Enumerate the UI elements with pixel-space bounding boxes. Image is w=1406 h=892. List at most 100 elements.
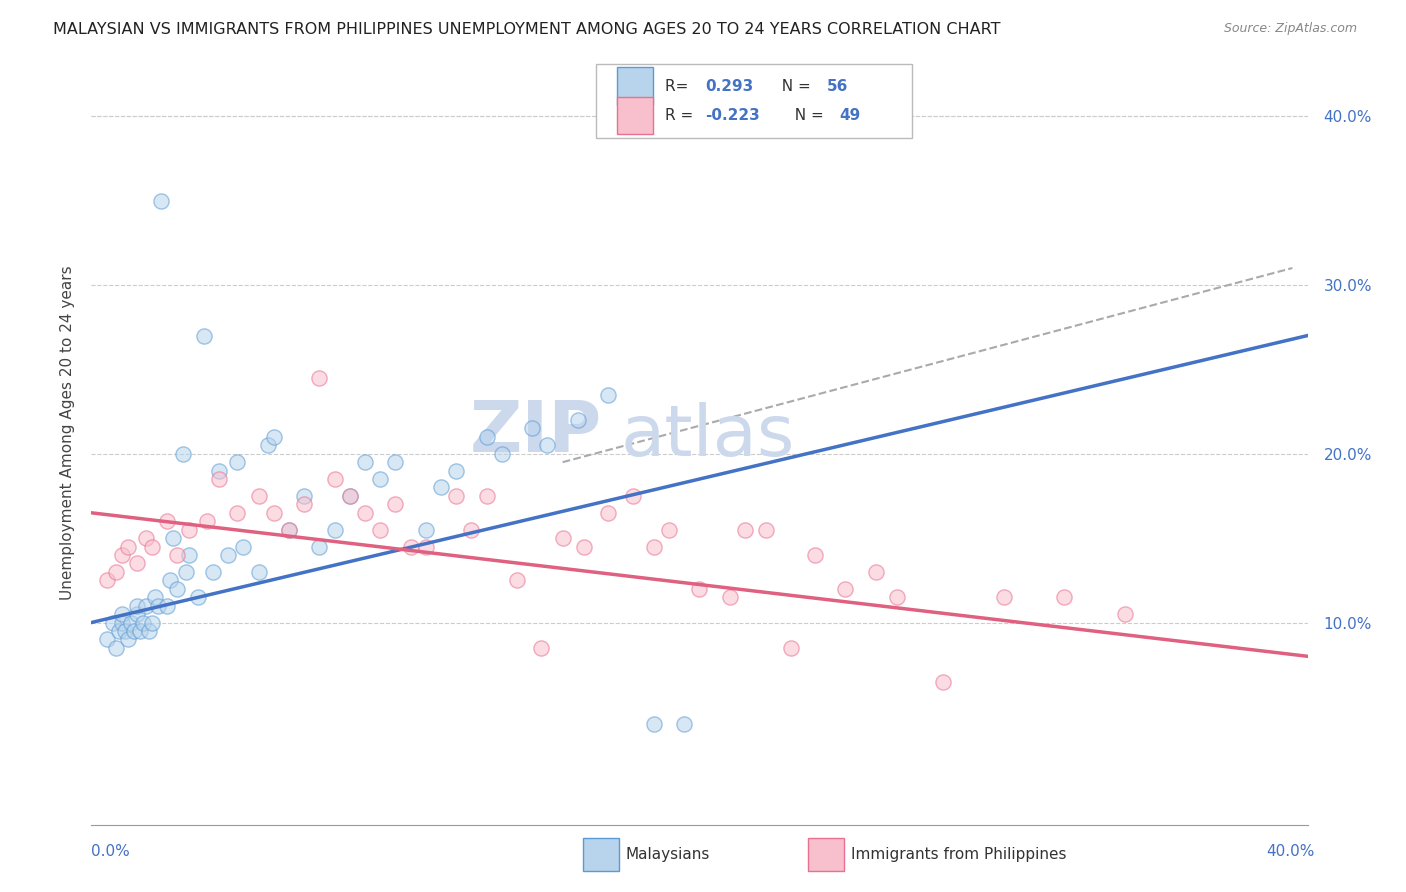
Point — [1114, 607, 1136, 621]
Point — [166, 582, 188, 596]
Point — [1053, 591, 1076, 605]
Text: 49: 49 — [839, 108, 860, 123]
Point — [621, 489, 644, 503]
Point — [475, 489, 498, 503]
Point — [415, 523, 437, 537]
Point — [491, 447, 513, 461]
Point — [430, 481, 453, 495]
Text: Source: ZipAtlas.com: Source: ZipAtlas.com — [1223, 22, 1357, 36]
Point — [779, 640, 801, 655]
Point — [208, 472, 231, 486]
Point — [117, 540, 139, 554]
Point — [444, 464, 467, 478]
Point — [202, 565, 225, 579]
Point — [208, 464, 231, 478]
Text: 56: 56 — [827, 78, 849, 94]
Point — [156, 599, 179, 613]
Point — [114, 624, 136, 638]
Point — [530, 640, 553, 655]
Point — [195, 514, 218, 528]
Point — [256, 438, 278, 452]
Point — [368, 472, 391, 486]
Point — [101, 615, 124, 630]
Point — [354, 455, 377, 469]
Point — [598, 506, 620, 520]
Point — [217, 548, 239, 562]
Point — [658, 523, 681, 537]
Point — [141, 615, 163, 630]
Text: R =: R = — [665, 108, 699, 123]
Point — [104, 640, 127, 655]
Point — [148, 599, 170, 613]
Point — [104, 565, 127, 579]
Point — [308, 370, 330, 384]
Point — [834, 582, 856, 596]
Point — [354, 506, 377, 520]
Point — [129, 624, 152, 638]
Point — [107, 624, 129, 638]
Point — [460, 523, 482, 537]
Point — [111, 607, 134, 621]
Text: -0.223: -0.223 — [706, 108, 761, 123]
Point — [598, 387, 620, 401]
Text: N =: N = — [785, 108, 828, 123]
Point — [263, 430, 285, 444]
Point — [156, 514, 179, 528]
Point — [567, 413, 589, 427]
Text: 40.0%: 40.0% — [1267, 845, 1315, 859]
Point — [278, 523, 301, 537]
Point — [339, 489, 361, 503]
Point — [162, 531, 184, 545]
Point — [263, 506, 285, 520]
Point — [174, 565, 197, 579]
Point — [323, 472, 346, 486]
Point — [886, 591, 908, 605]
Point — [643, 716, 665, 731]
Point — [135, 531, 157, 545]
Point — [177, 548, 200, 562]
Point — [718, 591, 741, 605]
Point — [522, 421, 544, 435]
Point — [150, 194, 173, 208]
Point — [292, 489, 315, 503]
Point — [138, 624, 160, 638]
Point — [120, 615, 142, 630]
Point — [551, 531, 574, 545]
Point — [643, 540, 665, 554]
Point — [536, 438, 558, 452]
Point — [141, 540, 163, 554]
Text: ZIP: ZIP — [470, 398, 602, 467]
Text: N =: N = — [772, 78, 815, 94]
Point — [993, 591, 1015, 605]
Point — [232, 540, 254, 554]
Point — [323, 523, 346, 537]
Text: Malaysians: Malaysians — [626, 847, 710, 862]
Point — [247, 565, 270, 579]
Text: 0.0%: 0.0% — [91, 845, 131, 859]
Point — [187, 591, 209, 605]
Point — [475, 430, 498, 444]
Text: R=: R= — [665, 78, 699, 94]
Point — [111, 548, 134, 562]
Point — [931, 674, 953, 689]
Bar — [617, 68, 654, 105]
Point — [135, 599, 157, 613]
Point — [193, 328, 215, 343]
Y-axis label: Unemployment Among Ages 20 to 24 years: Unemployment Among Ages 20 to 24 years — [59, 265, 75, 600]
Point — [865, 565, 887, 579]
Point — [384, 497, 406, 511]
Text: Immigrants from Philippines: Immigrants from Philippines — [851, 847, 1066, 862]
Point — [308, 540, 330, 554]
Point — [159, 574, 181, 588]
Point — [226, 506, 249, 520]
Point — [292, 497, 315, 511]
Point — [125, 557, 148, 571]
Point — [339, 489, 361, 503]
Point — [444, 489, 467, 503]
Point — [572, 540, 595, 554]
Text: 0.293: 0.293 — [706, 78, 754, 94]
Point — [804, 548, 827, 562]
Point — [177, 523, 200, 537]
Point — [132, 615, 155, 630]
Point — [506, 574, 529, 588]
